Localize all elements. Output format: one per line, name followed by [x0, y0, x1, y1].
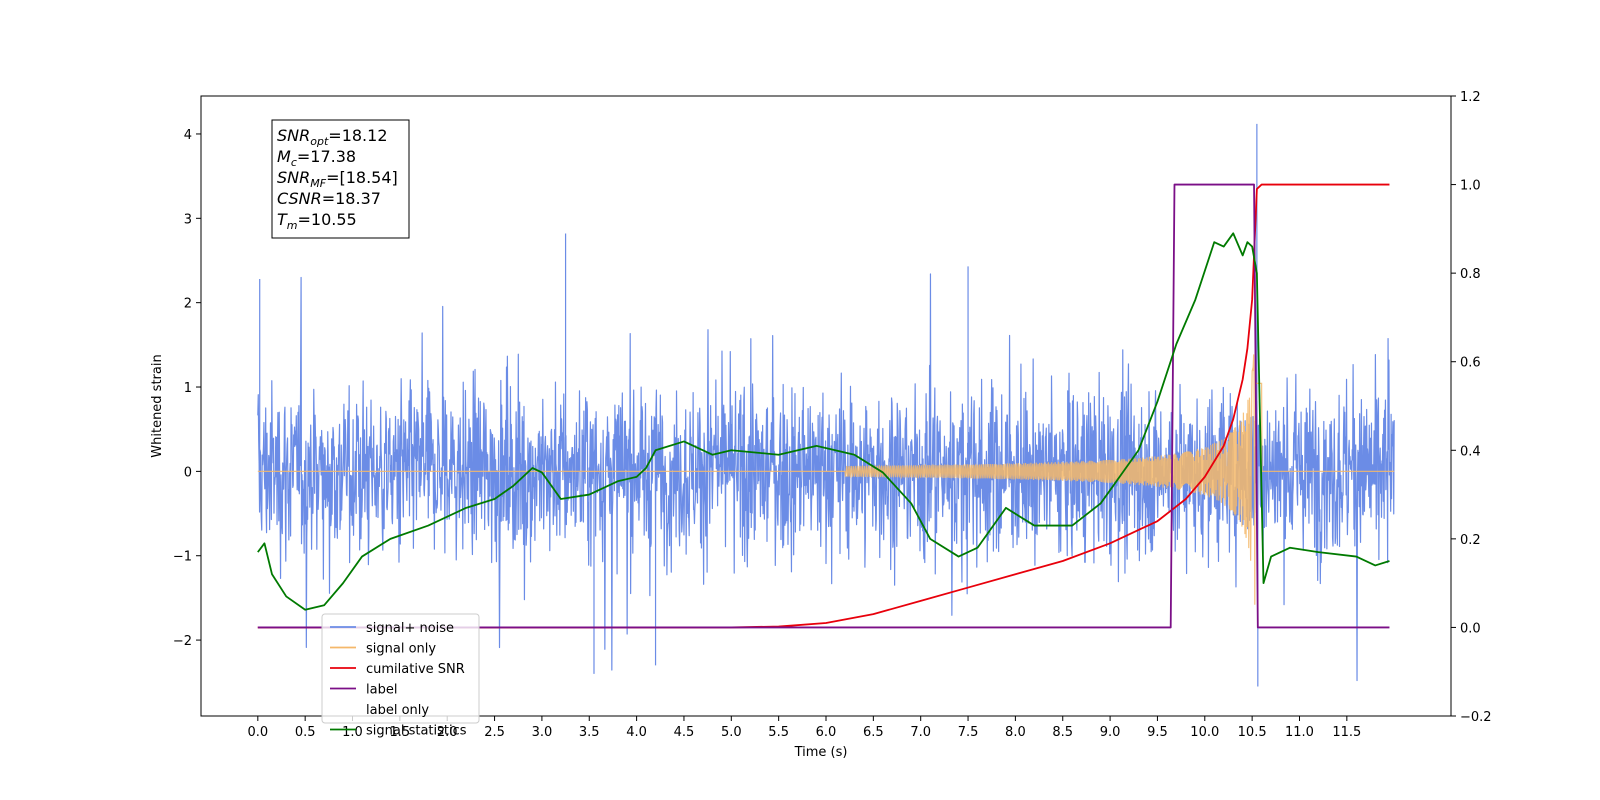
- x-tick-label: 7.5: [958, 725, 979, 740]
- y2-tick-label: 1.2: [1460, 90, 1481, 105]
- annotation-line: SNRMF=[18.54]: [277, 168, 398, 190]
- plot-area: [257, 123, 1395, 687]
- x-tick-label: 5.0: [721, 725, 742, 740]
- y2-tick-label: −0.2: [1460, 710, 1492, 725]
- legend-entry-label: cumilative SNR: [366, 662, 465, 677]
- annotation-value: =17.38: [297, 147, 356, 166]
- y-tick-label: −2: [173, 634, 192, 649]
- x-tick-label: 2.5: [484, 725, 505, 740]
- annotation-value: =10.55: [298, 210, 357, 229]
- y-tick-label: 3: [184, 212, 192, 227]
- x-tick-label: 0.0: [247, 725, 268, 740]
- legend-frame: [321, 613, 480, 724]
- legend-entry-label: signal+ noise: [366, 621, 454, 636]
- x-tick-label: 6.0: [816, 725, 837, 740]
- y2-tick-label: 0.0: [1460, 621, 1481, 636]
- legend-entry-label: signal only: [366, 642, 436, 657]
- x-tick-label: 0.5: [295, 725, 316, 740]
- x-tick-label: 9.5: [1147, 725, 1168, 740]
- series-signal-noise: [257, 123, 1395, 687]
- x-tick-label: 7.0: [910, 725, 931, 740]
- y-axis-label: Whitened strain: [150, 354, 165, 457]
- x-tick-label: 8.0: [1005, 725, 1026, 740]
- annotation-subscript: c: [291, 156, 297, 169]
- annotation-line: CSNR=18.37: [277, 189, 381, 208]
- annotation-value: =18.37: [322, 189, 381, 208]
- series-label: [257, 183, 1390, 629]
- annotation-symbol: CSNR: [277, 189, 322, 208]
- annotation-line: Mc=17.38: [277, 147, 356, 169]
- y2-tick-label: 0.2: [1460, 533, 1481, 548]
- y-axis-right: −0.2 0.0 0.2 0.4 0.6 0.8 1.0 1.2: [1451, 90, 1492, 725]
- annotation-symbol: SNR: [277, 168, 310, 187]
- x-tick-label: 5.5: [768, 725, 789, 740]
- legend: signal+ noise signal only cumilative SNR la…: [321, 613, 480, 739]
- annotation-line: SNRopt=18.12: [277, 126, 388, 148]
- x-tick-label: 4.0: [626, 725, 647, 740]
- legend-entry-label: signal statistics: [366, 724, 467, 739]
- x-tick-label: 11.5: [1332, 725, 1361, 740]
- x-tick-label: 11.0: [1285, 725, 1314, 740]
- y2-tick-label: 0.6: [1460, 356, 1481, 371]
- x-tick-label: 1.0: [342, 725, 363, 740]
- annotation-subscript: MF: [310, 177, 326, 190]
- x-tick-label: 3.5: [579, 725, 600, 740]
- series-signal-statistics: [257, 232, 1390, 611]
- legend-entry-label: label: [366, 683, 397, 698]
- x-tick-label: 3.0: [532, 725, 553, 740]
- y2-tick-label: 1.0: [1460, 179, 1481, 194]
- annotation-symbol: SNR: [277, 126, 310, 145]
- x-tick-label: 8.5: [1052, 725, 1073, 740]
- y-axis-left: −2 −1 0 1 2 3 4: [173, 128, 201, 649]
- annotation-subscript: m: [287, 219, 298, 232]
- x-axis: 0.0 0.5 1.0 1.5 2.0 2.5 3.0 3.5 4.0 4.5 5.0 5.5 6.0 6…: [247, 716, 1361, 740]
- x-tick-label: 10.5: [1238, 725, 1267, 740]
- annotation-box: SNRopt=18.12Mc=17.38SNRMF=[18.54]CSNR=18…: [271, 119, 410, 239]
- x-tick-label: 1.5: [390, 725, 411, 740]
- x-tick-label: 6.5: [863, 725, 884, 740]
- annotation-line: Tm=10.55: [277, 210, 357, 232]
- annotation-subscript: opt: [310, 135, 329, 148]
- y-tick-label: −1: [173, 550, 192, 565]
- annotation-value: =[18.54]: [326, 168, 398, 187]
- legend-entry-label: label only: [366, 703, 429, 718]
- x-tick-label: 4.5: [674, 725, 695, 740]
- series-signal-only: [257, 354, 1395, 605]
- annotation-value: =18.12: [328, 126, 387, 145]
- x-tick-label: 10.0: [1190, 725, 1219, 740]
- annotation-symbol: M: [277, 147, 291, 166]
- y-tick-label: 1: [184, 381, 192, 396]
- x-tick-label: 9.0: [1100, 725, 1121, 740]
- series-cumilative-snr: [257, 183, 1390, 629]
- y-tick-label: 4: [184, 128, 192, 143]
- y2-tick-label: 0.4: [1460, 444, 1481, 459]
- y2-tick-label: 0.8: [1460, 267, 1481, 282]
- x-tick-label: 2.0: [437, 725, 458, 740]
- annotation-symbol: T: [277, 210, 288, 229]
- x-axis-label: Time (s): [794, 745, 848, 760]
- annotation-frame: [271, 119, 410, 239]
- y-tick-label: 0: [184, 465, 192, 480]
- y-tick-label: 2: [184, 297, 192, 312]
